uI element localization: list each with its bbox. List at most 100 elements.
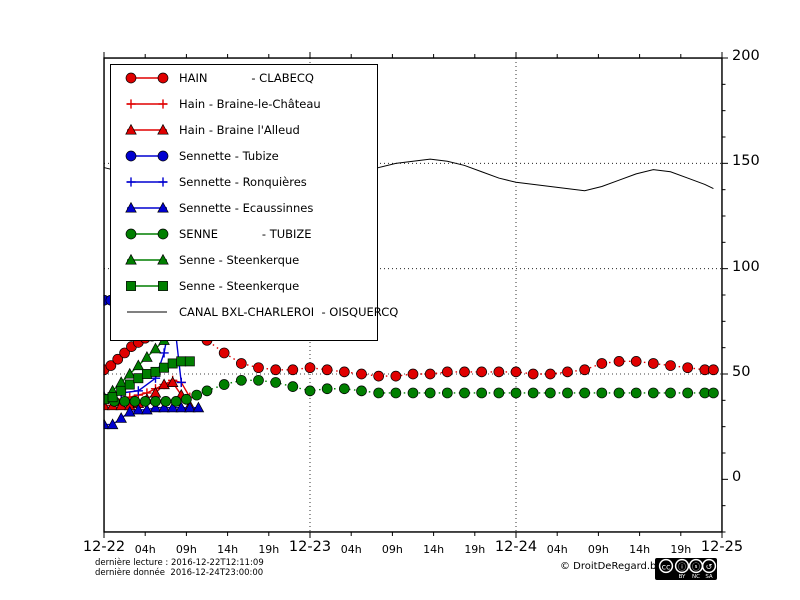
data-point (665, 387, 676, 399)
data-point (493, 366, 505, 378)
data-point (596, 387, 608, 399)
data-point (527, 387, 539, 399)
legend-item-9: CANAL BXL-CHARLEROI - OISQUERCQ (111, 299, 398, 325)
data-point (160, 396, 172, 407)
data-point (253, 374, 264, 386)
legend-item-4: Sennette - Ronquières (111, 169, 377, 195)
legend-symbol-circle-icon (119, 221, 179, 247)
legend-label-5: Sennette - Ecaussinnes (179, 201, 314, 215)
data-point (141, 369, 152, 379)
x-tick-label-12: 09h (587, 543, 609, 556)
data-point (373, 387, 385, 399)
data-point (407, 387, 419, 399)
data-point (166, 376, 179, 387)
data-point (150, 396, 161, 407)
legend-label-2: Hain - Braine l'Alleud (179, 123, 300, 137)
x-tick-label-1: 04h (134, 543, 156, 556)
data-point (510, 366, 522, 378)
data-point (116, 385, 127, 396)
svg-text:ⓢ: ⓢ (692, 563, 700, 572)
data-point (157, 123, 169, 135)
svg-text:SA: SA (705, 574, 713, 580)
creative-commons-badge[interactable]: cc ⓘ ⓢ ↺ BY NC SA (655, 558, 717, 580)
svg-text:BY: BY (679, 574, 686, 580)
data-point (119, 396, 130, 407)
data-point (665, 360, 676, 371)
legend-label-0: HAIN - CLABECQ (179, 71, 314, 85)
y-tick-label-4: 0 (732, 469, 742, 486)
x-tick-label-8: 14h (423, 543, 445, 556)
legend-symbol-plus-icon (119, 169, 179, 195)
mask-right (722, 0, 800, 600)
data-point (235, 374, 247, 386)
data-point (184, 356, 195, 367)
x-tick-label-11: 04h (546, 543, 568, 556)
data-point (149, 342, 162, 354)
svg-text:NC: NC (692, 574, 700, 580)
data-point (390, 387, 402, 399)
data-point (476, 366, 488, 378)
data-point (158, 401, 170, 413)
data-point (476, 387, 488, 399)
data-point (115, 412, 127, 423)
data-point (708, 387, 719, 399)
data-point (270, 377, 282, 388)
data-point (613, 356, 625, 367)
legend-label-6: SENNE - TUBIZE (179, 227, 312, 241)
data-point (544, 387, 556, 399)
data-point (167, 358, 178, 369)
legend-symbol-plus-icon (119, 91, 179, 117)
data-point (133, 373, 144, 384)
data-point (579, 364, 591, 376)
data-point (125, 123, 137, 135)
svg-text:↺: ↺ (706, 563, 713, 572)
legend-symbol-triangle-icon (119, 247, 179, 273)
data-point (157, 150, 169, 162)
data-point (270, 364, 282, 376)
data-point (527, 368, 539, 380)
data-point (373, 370, 385, 382)
data-point (141, 351, 153, 362)
legend-label-4: Sennette - Ronquières (179, 175, 307, 189)
data-point (304, 362, 316, 374)
data-point (338, 383, 350, 395)
legend-symbol-square-icon (119, 273, 179, 299)
legend-item-6: SENNE - TUBIZE (111, 221, 377, 247)
x-tick-label-10: 12-24 (494, 539, 538, 555)
data-point (253, 362, 264, 374)
data-point (562, 387, 573, 399)
data-point (321, 383, 333, 395)
svg-text:ⓘ: ⓘ (678, 563, 686, 572)
tick-marks-overlay (103, 52, 728, 538)
legend-item-7: Senne - Steenkerque (111, 247, 377, 273)
legend-label-3: Sennette - Tubize (179, 149, 279, 163)
y-tick-label-0: 200 (732, 48, 760, 64)
x-tick-label-6: 04h (340, 543, 362, 556)
data-point (218, 379, 230, 390)
data-point (287, 364, 299, 376)
data-point (424, 368, 436, 380)
data-point (141, 403, 153, 415)
data-point (321, 364, 333, 376)
y-tick-label-1: 150 (732, 153, 760, 170)
data-point (647, 387, 659, 399)
legend-label-7: Senne - Steenkerque (179, 253, 300, 267)
legend-item-2: Hain - Braine l'Alleud (111, 117, 377, 143)
legend-label-1: Hain - Braine-le-Château (179, 97, 321, 111)
data-point (579, 387, 591, 399)
data-point (287, 381, 299, 392)
data-point (129, 396, 141, 407)
data-point (125, 72, 137, 84)
data-point (157, 72, 169, 84)
data-point (201, 385, 213, 397)
data-point (132, 359, 145, 371)
data-point (510, 387, 522, 399)
data-point (166, 401, 179, 413)
data-point (158, 378, 170, 390)
data-point (125, 150, 137, 162)
data-point (613, 387, 625, 399)
x-tick-label-9: 19h (464, 543, 486, 556)
